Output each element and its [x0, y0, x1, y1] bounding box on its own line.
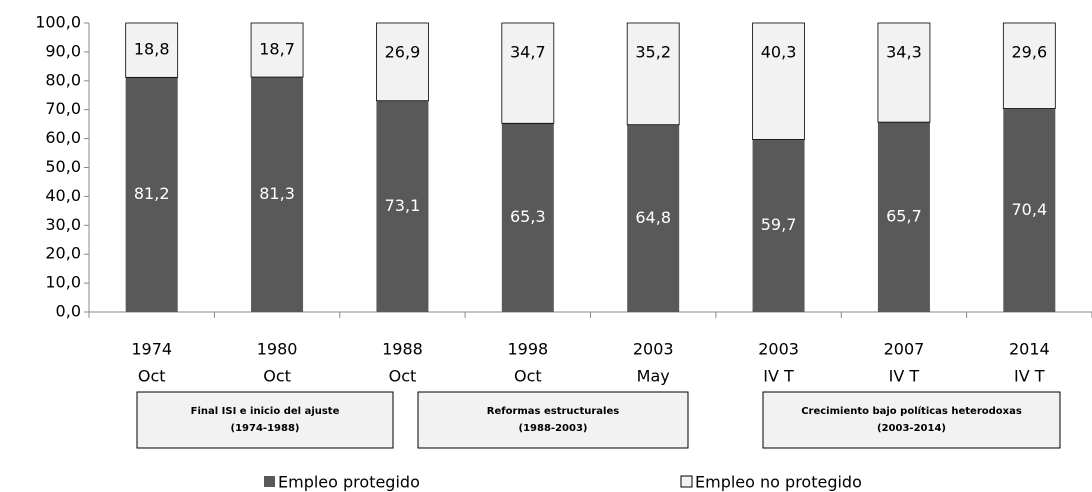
value-label: 65,3	[510, 207, 546, 226]
y-tick-label: 60,0	[45, 128, 81, 147]
value-label: 59,7	[761, 215, 797, 234]
y-tick-label: 90,0	[45, 41, 81, 60]
value-label: 73,1	[385, 196, 421, 215]
y-tick-label: 80,0	[45, 70, 81, 89]
value-label: 64,8	[635, 208, 671, 227]
bar-segment	[877, 122, 930, 312]
x-tick-label: 1988	[382, 340, 423, 359]
y-tick-label: 40,0	[45, 186, 81, 205]
x-tick-label: Oct	[138, 367, 166, 386]
x-tick-label: 1998	[507, 340, 548, 359]
value-label: 70,4	[1012, 200, 1048, 219]
period-years: (2003-2014)	[877, 423, 946, 434]
x-tick-label: May	[637, 367, 670, 386]
bar-segment	[877, 22, 931, 123]
x-tick-label: Oct	[263, 367, 291, 386]
x-tick-label: IV T	[763, 367, 794, 386]
x-tick-label: 1980	[257, 340, 298, 359]
bar-segment	[251, 77, 304, 312]
bar-segment	[501, 123, 554, 313]
bar-segment	[627, 124, 680, 312]
period-label: Crecimiento bajo políticas heterodoxas	[801, 405, 1022, 417]
bar-segment	[125, 22, 179, 78]
x-tick-label: Oct	[389, 367, 417, 386]
value-label: 65,7	[886, 207, 922, 226]
value-label: 18,8	[134, 40, 170, 59]
value-label: 40,3	[761, 43, 797, 62]
value-label: 81,3	[259, 184, 295, 203]
bar-segment	[1003, 108, 1056, 312]
period-label: Reformas estructurales	[487, 406, 620, 417]
period-box	[136, 391, 394, 449]
bar-segment	[125, 77, 178, 312]
value-label: 35,2	[635, 43, 671, 62]
bar-segment	[626, 22, 680, 126]
bar-segment	[250, 22, 304, 78]
value-label: 29,6	[1012, 43, 1048, 62]
y-tick-label: 30,0	[45, 215, 81, 234]
y-tick-label: 10,0	[45, 273, 81, 292]
legend-label: Empleo no protegido	[695, 473, 862, 492]
x-tick-label: IV T	[1014, 367, 1045, 386]
x-tick-label: IV T	[889, 367, 920, 386]
y-tick-label: 20,0	[45, 244, 81, 263]
x-tick-label: 2007	[884, 340, 925, 359]
y-tick-label: 70,0	[45, 99, 81, 118]
legend-swatch	[264, 476, 275, 487]
period-years: (1974-1988)	[231, 423, 300, 434]
y-tick-label: 50,0	[45, 157, 81, 176]
period-years: (1988-2003)	[519, 423, 588, 434]
period-box	[417, 391, 689, 449]
bar-segment	[501, 22, 555, 124]
period-label: Final ISI e inicio del ajuste	[191, 406, 340, 417]
value-label: 18,7	[259, 40, 295, 59]
value-label: 34,3	[886, 43, 922, 62]
bar-segment	[376, 22, 429, 102]
legend-label: Empleo protegido	[278, 473, 420, 492]
y-tick-label: 0,0	[56, 302, 81, 321]
bar-segment	[752, 22, 805, 140]
x-tick-label: 1974	[131, 340, 172, 359]
value-label: 26,9	[385, 43, 421, 62]
value-label: 81,2	[134, 184, 170, 203]
y-tick-label: 100,0	[35, 13, 81, 32]
bar-segment	[752, 139, 805, 312]
x-tick-label: 2003	[633, 340, 674, 359]
value-label: 34,7	[510, 43, 546, 62]
period-box	[762, 391, 1061, 449]
x-tick-label: 2014	[1009, 340, 1050, 359]
x-tick-label: Oct	[514, 367, 542, 386]
bar-segment	[376, 100, 429, 312]
legend-swatch	[680, 475, 693, 488]
x-tick-label: 2003	[758, 340, 799, 359]
bar-segment	[1002, 22, 1056, 109]
